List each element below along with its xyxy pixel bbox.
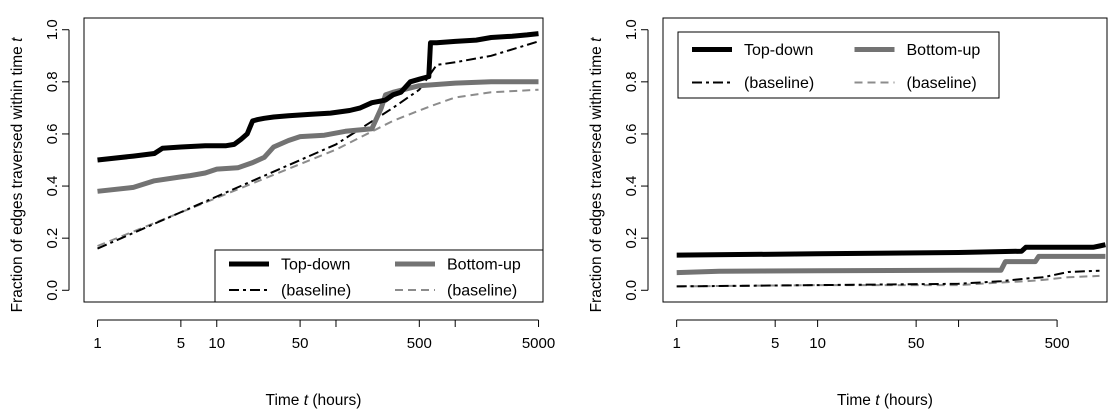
y-tick-label: 0.4 — [623, 176, 640, 197]
x-tick-label: 10 — [809, 335, 826, 352]
y-axis-title-part: Fraction of edges traversed within time — [9, 42, 26, 313]
y-axis-title-part: t — [588, 37, 605, 42]
legend-label: Top-down — [744, 42, 813, 59]
legend-label: Bottom-up — [447, 257, 521, 274]
x-axis-title-part: (hours) — [308, 392, 361, 409]
y-axis-title: Fraction of edges traversed within time … — [9, 37, 26, 313]
series-line-top-down-baseline — [97, 40, 539, 250]
legend: Top-down Bottom-up (baseline) (baseline) — [214, 249, 544, 303]
y-tick-label: 0.0 — [44, 280, 61, 301]
x-axis-title-part: t — [875, 392, 880, 409]
x-tick-label: 1 — [672, 335, 680, 352]
x-tick-label: 1 — [93, 335, 101, 352]
x-axis-title: Time t (hours) — [266, 392, 362, 409]
x-tick-label: 500 — [1045, 335, 1070, 352]
x-axis-title-part: Time — [266, 392, 304, 409]
series-line-bottom-up — [676, 253, 1106, 276]
legend-label: (baseline) — [447, 283, 517, 300]
series-line-bottom-up — [97, 79, 539, 194]
y-tick-label: 1.0 — [623, 19, 640, 40]
y-axis-title-part: Fraction of edges traversed within time — [588, 42, 605, 313]
series-line-bottom-up-baseline — [97, 88, 539, 247]
x-tick-label: 50 — [292, 335, 309, 352]
x-tick-label: 50 — [908, 335, 925, 352]
x-axis-title: Time t (hours) — [837, 392, 933, 409]
plot-frame — [662, 17, 1108, 303]
x-axis-title-part: Time — [837, 392, 875, 409]
y-tick-label: 1.0 — [44, 19, 61, 40]
legend-label: (baseline) — [281, 283, 351, 300]
y-tick-label: 0.6 — [44, 124, 61, 145]
x-axis-title-part: t — [304, 392, 309, 409]
y-tick-label: 0.0 — [623, 280, 640, 301]
y-tick-label: 0.4 — [44, 176, 61, 197]
legend-label: (baseline) — [744, 75, 814, 92]
legend-label: Top-down — [281, 257, 350, 274]
legend: Top-down Bottom-up (baseline) (baseline) — [677, 31, 1000, 99]
legend-box — [677, 31, 1000, 99]
y-tick-label: 0.6 — [623, 124, 640, 145]
legend-box — [214, 249, 544, 303]
y-tick-label: 0.2 — [623, 228, 640, 249]
legend-label: (baseline) — [907, 75, 977, 92]
x-tick-label: 5 — [177, 335, 185, 352]
x-tick-label: 10 — [208, 335, 225, 352]
legend-label: Bottom-up — [907, 42, 981, 59]
chart-panel-2: 1 5 10 50 500 0.0 0.2 0.4 0.6 0.8 1.0 Time t (hours… — [588, 17, 1108, 409]
x-tick-label: 5 — [771, 335, 779, 352]
series-line-top-down — [97, 31, 539, 163]
chart-panel-1: 1 5 10 50 500 5000 0.0 0.2 0.4 0.6 0.8 1.0 Time t (h… — [9, 17, 555, 409]
series-line-top-down — [676, 242, 1106, 258]
x-tick-label: 5000 — [522, 335, 555, 352]
y-tick-label: 0.8 — [623, 71, 640, 92]
y-tick-label: 0.8 — [44, 71, 61, 92]
series-line-top-down-baseline — [676, 269, 1100, 288]
x-tick-label: 500 — [407, 335, 432, 352]
y-tick-label: 0.2 — [44, 228, 61, 249]
y-axis-title-part: t — [9, 37, 26, 42]
y-axis-title: Fraction of edges traversed within time … — [588, 37, 605, 313]
x-axis-title-part: (hours) — [880, 392, 933, 409]
